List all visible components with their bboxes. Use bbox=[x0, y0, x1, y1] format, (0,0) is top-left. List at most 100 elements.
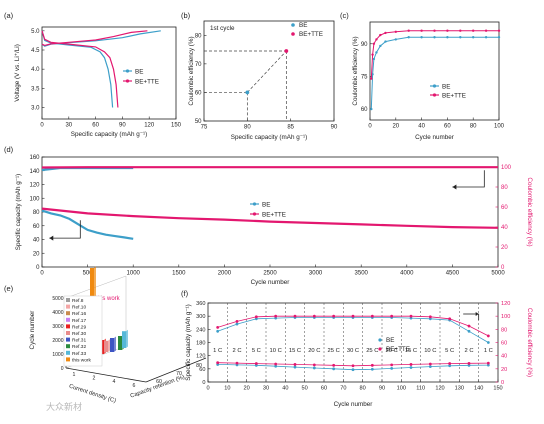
panel-f-efficiency-bette-point bbox=[216, 325, 220, 329]
panel-c-y-tick-label: 90 bbox=[361, 42, 368, 48]
panel-f-ylabel: Specific capacity (mAh g⁻¹) bbox=[185, 304, 192, 380]
panel-e-legend-swatch bbox=[66, 331, 70, 335]
watermark: 大众新材 bbox=[46, 402, 83, 412]
panel-c-be-point bbox=[459, 36, 462, 39]
panel-d-arrow-efficiency bbox=[452, 170, 485, 188]
panel-e-bar-side bbox=[108, 339, 110, 352]
panel-f-x-tick-label: 30 bbox=[263, 386, 269, 392]
panel-e-bar-side bbox=[114, 336, 116, 352]
panel-c-bette-point bbox=[375, 38, 378, 41]
panel-c-bette-point bbox=[472, 29, 475, 32]
panel-e-x-tick-label: 1 bbox=[73, 372, 76, 378]
panel-c-bette-point bbox=[420, 29, 423, 32]
panel-f-x-tick-label: 90 bbox=[379, 386, 385, 392]
panel-f-capacity-bette-point bbox=[351, 364, 355, 368]
panel-f-x-tick-label: 140 bbox=[474, 386, 483, 392]
panel-b-y-tick-label: 70 bbox=[195, 62, 202, 68]
panel-d-y-tick-label: 0 bbox=[36, 265, 40, 271]
panel-f-capacity-be-point bbox=[409, 366, 413, 369]
panel-f-rate-label: 20 C bbox=[308, 348, 320, 354]
panel-f-efficiency-be-point bbox=[467, 329, 471, 333]
panel-b-x-tick-label: 90 bbox=[331, 125, 338, 131]
panel-d-x-tick-label: 3500 bbox=[355, 271, 369, 277]
panel-e-bar bbox=[110, 338, 114, 352]
panel-f-capacity-be-point bbox=[428, 365, 432, 369]
panel-f-rate-label: 1 C bbox=[213, 348, 222, 354]
panel-f-xlabel: Cycle number bbox=[334, 401, 373, 408]
panel-c-x-tick-label: 20 bbox=[392, 124, 399, 130]
panel-f-y-tick-label: 360 bbox=[196, 301, 205, 307]
panel-f-label: (f) bbox=[181, 289, 189, 298]
panel-d-xlabel: Cycle number bbox=[251, 279, 290, 286]
panel-d-ylabel-right: Coulombic efficiency (%) bbox=[526, 177, 533, 246]
panel-f-rate-label: 2 C bbox=[464, 348, 473, 354]
panel-f-efficiency-bette-point bbox=[390, 314, 394, 318]
panel-a-y-tick-label: 3.5 bbox=[31, 86, 40, 92]
panel-b-frame bbox=[203, 20, 335, 122]
panel-f-legend-bette-marker bbox=[378, 347, 382, 351]
panel-d-x-tick-label: 0 bbox=[40, 271, 44, 277]
panel-c-be-point bbox=[372, 57, 376, 61]
panel-f-x-tick-label: 130 bbox=[455, 386, 464, 392]
panel-f-yright-tick-label: 80 bbox=[501, 327, 507, 333]
panel-c-bette-point bbox=[371, 53, 374, 56]
panel-e-legend-swatch bbox=[66, 317, 70, 322]
panel-c-bette-point bbox=[384, 31, 387, 35]
panel-c-legend-be-marker bbox=[432, 84, 437, 88]
panel-f-capacity-be-point bbox=[293, 365, 297, 369]
panel-c-xlabel: Cycle number bbox=[415, 134, 454, 141]
panel-a-x-tick-label: 120 bbox=[144, 123, 155, 129]
panel-c-bette-point bbox=[379, 33, 382, 37]
panel-f-rate-label: 25 C bbox=[328, 348, 340, 354]
panel-f-efficiency-bette-point bbox=[409, 314, 413, 318]
panel-f-efficiency-be-point bbox=[409, 316, 413, 320]
panel-d-y-tick-label: 100 bbox=[29, 196, 40, 202]
panel-f-capacity-bette-point bbox=[390, 363, 394, 367]
panel-c-bette-point bbox=[484, 29, 488, 32]
panel-d-y-tick-label: 60 bbox=[33, 224, 40, 230]
panel-e-y-tick-label: 60 bbox=[156, 379, 162, 385]
panel-e-z-tick-label: 4000 bbox=[52, 310, 63, 316]
panel-d-x-tick-label: 1500 bbox=[172, 271, 186, 277]
panel-d-capacity-bette-curve bbox=[41, 207, 499, 229]
panel-e-legend-swatch bbox=[66, 344, 70, 349]
panel-f-rate-label: 10 C bbox=[424, 348, 436, 354]
panel-e-legend-box bbox=[63, 295, 103, 367]
panel-b-legend-bette-label: BE+TTE bbox=[299, 31, 323, 38]
panel-f-capacity-be-point bbox=[312, 366, 316, 370]
panel-d-y-tick-label: 120 bbox=[29, 183, 40, 189]
panel-b-x-tick-label: 80 bbox=[244, 125, 251, 131]
panel-c-bette-point bbox=[446, 29, 449, 32]
panel-f-rate-label: 20 C bbox=[386, 348, 398, 354]
panel-e-x-tick-label: 2 bbox=[93, 376, 96, 382]
panel-e-y-tick-label: 70 bbox=[176, 371, 182, 377]
panel-f-x-tick-label: 0 bbox=[206, 386, 209, 392]
panel-d-y-tick-label: 40 bbox=[33, 238, 40, 244]
panel-a-x-tick-label: 90 bbox=[119, 123, 126, 129]
panel-c-x-tick-label: 40 bbox=[418, 124, 425, 130]
panel-e-legend-label: Ref.16 bbox=[72, 311, 86, 317]
panel-f-y-tick-label: 120 bbox=[196, 354, 205, 360]
panel-f-efficiency-bette-point bbox=[486, 334, 490, 338]
panel-e-legend-label: Ref.30 bbox=[72, 331, 86, 337]
panel-d-x-tick-label: 500 bbox=[83, 271, 94, 277]
panel-f-capacity-bette-point bbox=[216, 361, 220, 365]
panel-e-x-tick-label: 4 bbox=[113, 379, 116, 385]
panel-f-capacity-bette-point bbox=[467, 361, 471, 365]
panel-f-capacity-bette-point bbox=[332, 363, 336, 367]
panel-f-y-tick-label: 240 bbox=[196, 327, 205, 333]
panel-c-bette-point bbox=[372, 42, 376, 45]
panel-f-efficiency-be-line bbox=[217, 317, 489, 343]
panel-c-be-point bbox=[394, 38, 397, 41]
panel-b-x-tick-label: 75 bbox=[201, 125, 208, 131]
panel-a-legend-be-marker bbox=[125, 69, 130, 73]
panel-d-x-tick-label: 2000 bbox=[218, 271, 232, 277]
panel-c-be-point bbox=[375, 51, 378, 54]
panel-f-yright-tick-label: 40 bbox=[501, 354, 507, 360]
panel-f-rate-label: 10 C bbox=[270, 348, 282, 354]
panel-f-yright-tick-label: 100 bbox=[501, 314, 510, 320]
panel-c-be-point bbox=[379, 44, 382, 48]
panel-f-capacity-bette-point bbox=[428, 362, 432, 366]
panel-c-legend-be-label: BE bbox=[442, 83, 450, 90]
